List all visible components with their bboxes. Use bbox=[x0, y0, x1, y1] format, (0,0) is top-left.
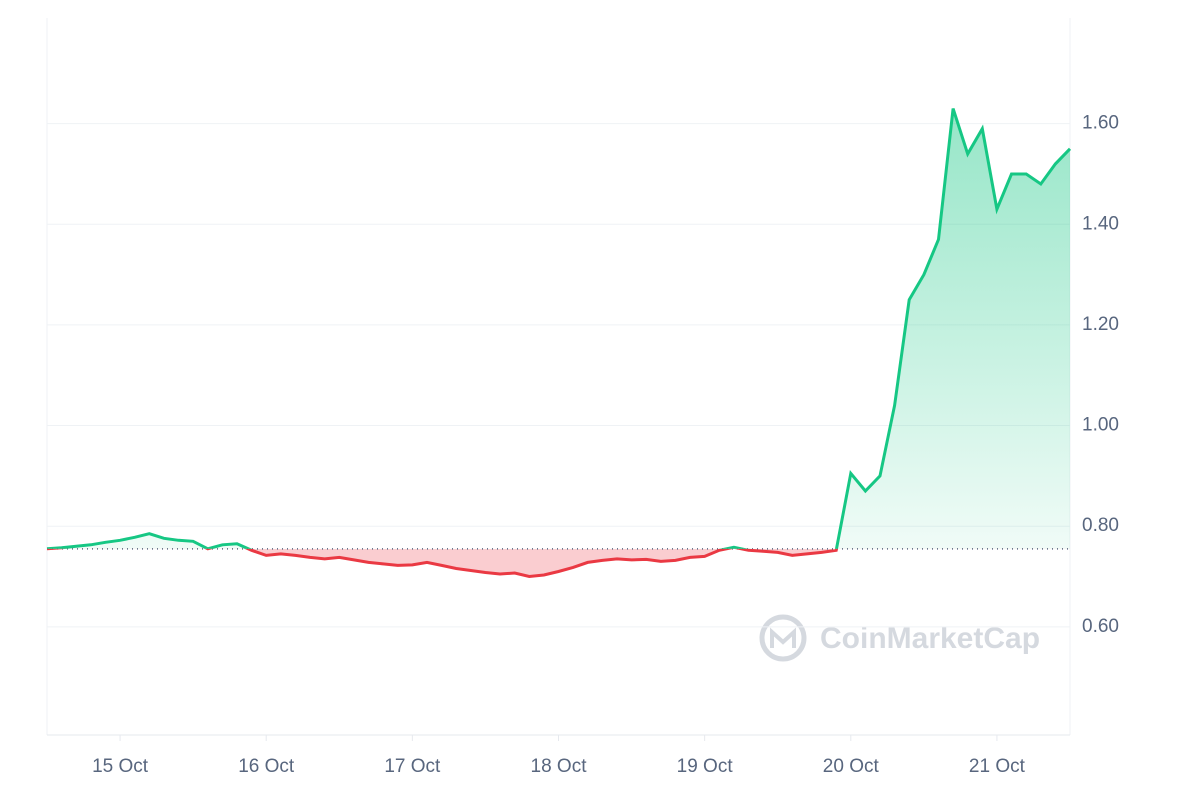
line-up bbox=[46, 108, 1072, 549]
x-tick-label: 16 Oct bbox=[238, 756, 295, 777]
y-tick-label: 0.80 bbox=[1082, 515, 1119, 536]
x-tick-label: 20 Oct bbox=[823, 756, 880, 777]
y-tick-label: 1.20 bbox=[1082, 314, 1119, 335]
y-tick-label: 0.60 bbox=[1082, 616, 1119, 637]
y-tick-label: 1.40 bbox=[1082, 213, 1119, 234]
area-up bbox=[47, 108, 1070, 549]
y-tick-label: 1.60 bbox=[1082, 113, 1119, 134]
x-tick-label: 17 Oct bbox=[384, 756, 441, 777]
x-tick-label: 18 Oct bbox=[531, 756, 588, 777]
x-tick-label: 15 Oct bbox=[92, 756, 149, 777]
y-tick-label: 1.00 bbox=[1082, 415, 1119, 436]
watermark: CoinMarketCap bbox=[759, 614, 1040, 662]
watermark-text: CoinMarketCap bbox=[820, 622, 1040, 655]
x-tick-label: 19 Oct bbox=[677, 756, 734, 777]
line-down bbox=[47, 548, 839, 579]
x-tick-label: 21 Oct bbox=[969, 756, 1026, 777]
